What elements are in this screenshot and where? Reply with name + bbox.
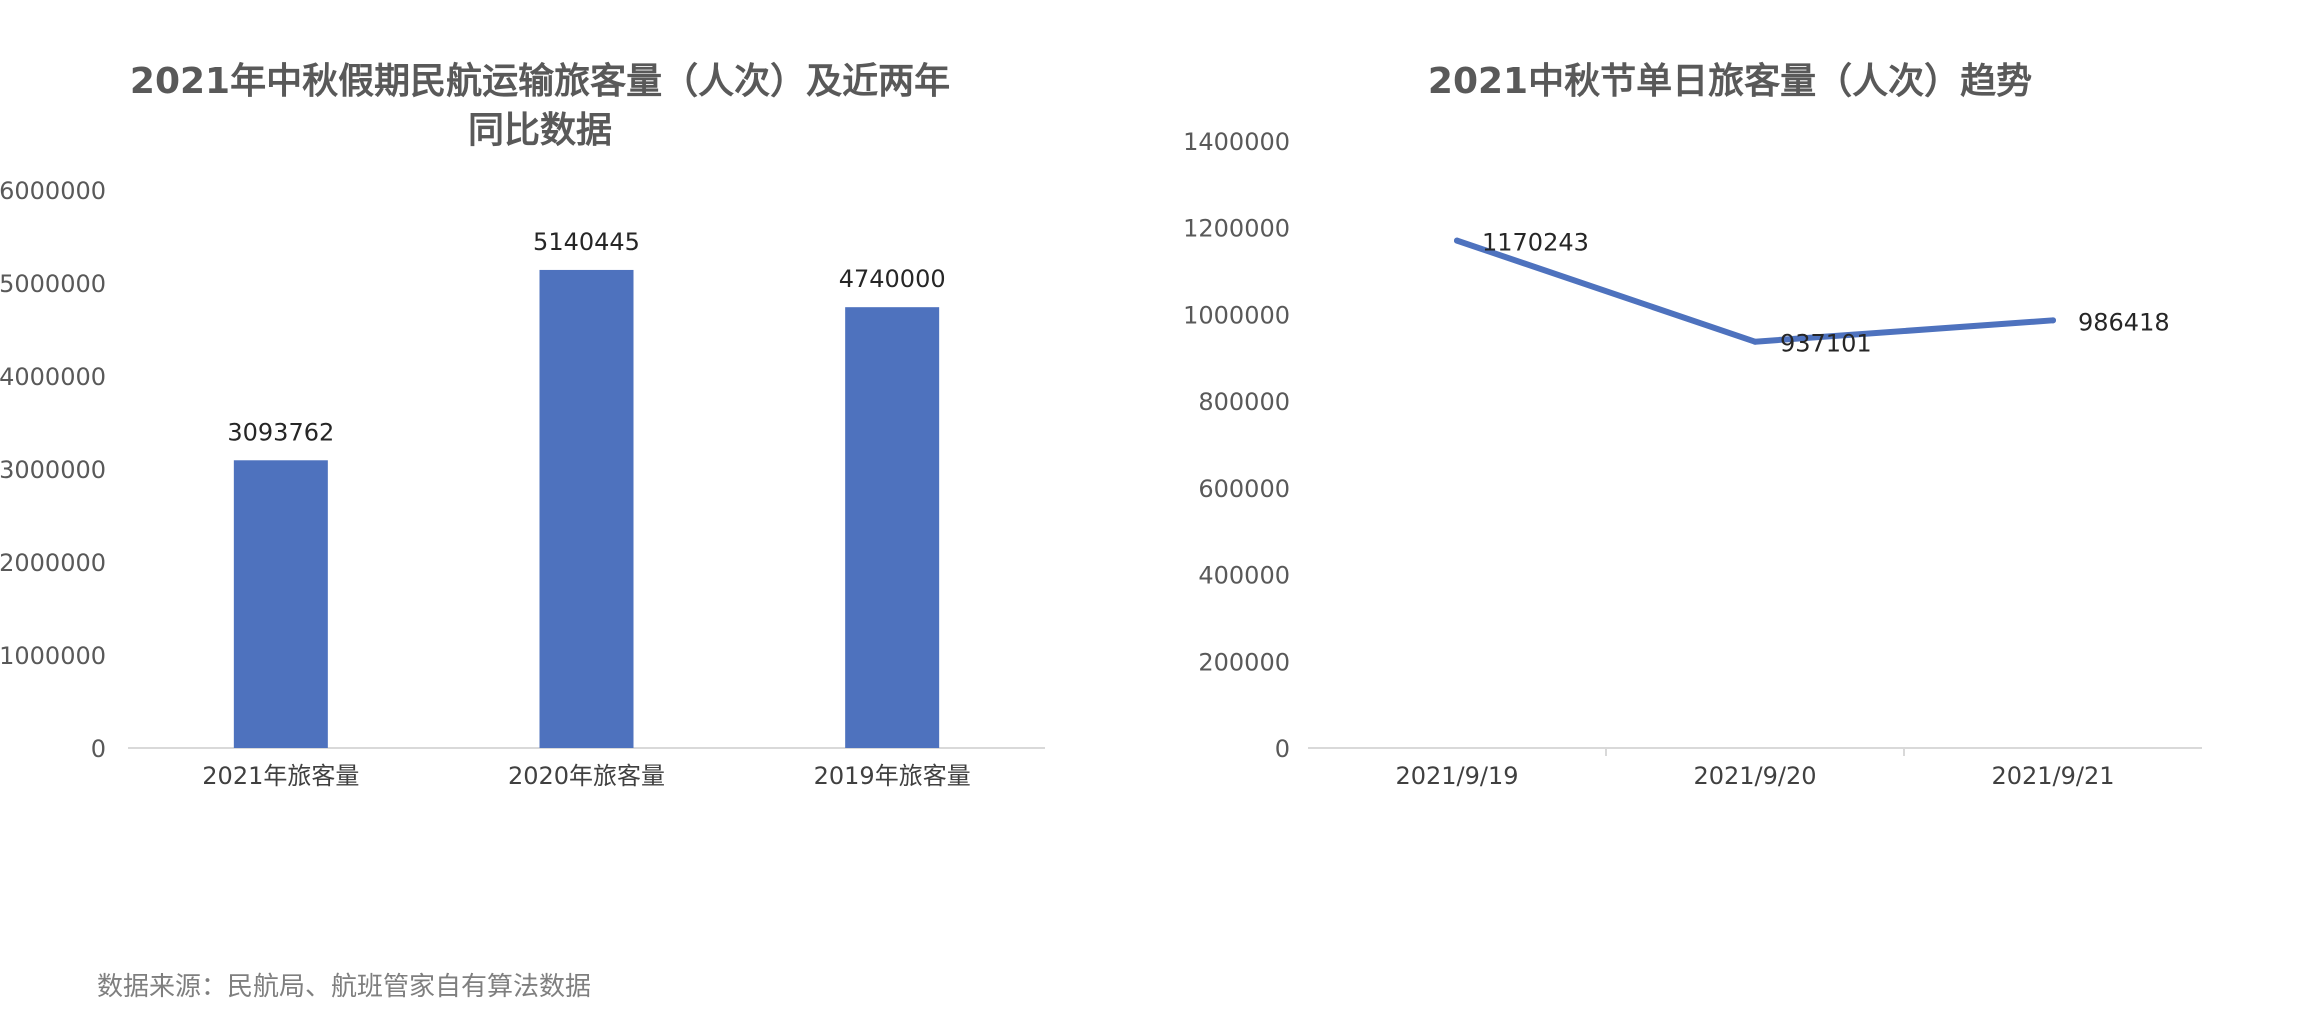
line-y-tick-label: 400000 <box>1198 562 1290 590</box>
line-data-label: 986418 <box>2078 308 2170 336</box>
line-y-tick-label: 1000000 <box>1183 301 1290 329</box>
line-point <box>2050 317 2056 324</box>
bar-chart-title: 2021年中秋假期民航运输旅客量（人次）及近两年 同比数据 <box>100 57 980 155</box>
bar-data-label: 4740000 <box>839 265 946 293</box>
line-point <box>1454 237 1460 244</box>
bar-chart-title-line-1: 2021年中秋假期民航运输旅客量（人次）及近两年 <box>129 61 951 102</box>
line-y-tick-label: 600000 <box>1198 475 1290 503</box>
line-chart: 0 200000 400000 600000 800000 1000000 1200000 1… <box>1183 128 2202 790</box>
line-y-tick-label: 1400000 <box>1183 128 1290 156</box>
bar-y-tick-label: 6000000 <box>0 177 106 205</box>
bar-y-tick-label: 5000000 <box>0 270 106 298</box>
bar-data-label: 3093762 <box>227 418 334 446</box>
line-chart-title: 2021中秋节单日旅客量（人次）趋势 <box>1427 61 2033 102</box>
line-y-tick-label: 800000 <box>1198 388 1290 416</box>
line-y-tick-label: 200000 <box>1198 648 1290 676</box>
line-data-label: 1170243 <box>1482 229 1589 257</box>
bar-y-tick-label: 3000000 <box>0 456 106 484</box>
bar-y-tick-label: 2000000 <box>0 549 106 577</box>
bar-chart: 0 1000000 2000000 3000000 4000000 5000000 6000… <box>0 177 1045 790</box>
bar-y-tick-label: 1000000 <box>0 642 106 670</box>
bar <box>845 307 940 748</box>
line-x-tick-label: 2021/9/20 <box>1693 762 1816 790</box>
line-y-tick-label: 1200000 <box>1183 215 1290 243</box>
line-x-tick-label: 2021/9/21 <box>1991 762 2114 790</box>
bar-data-label: 5140445 <box>533 228 640 256</box>
line-point <box>1752 338 1758 345</box>
line-data-label: 937101 <box>1780 330 1872 358</box>
bar-x-tick-label: 2019年旅客量 <box>814 762 971 790</box>
line-x-tick-label: 2021/9/19 <box>1395 762 1518 790</box>
data-source-note: 数据来源：民航局、航班管家自有算法数据 <box>97 972 592 1002</box>
bar-x-tick-label: 2021年旅客量 <box>202 762 359 790</box>
bar-y-tick-label: 0 <box>91 735 106 763</box>
line-y-tick-label: 0 <box>1275 735 1290 763</box>
bar <box>539 269 634 748</box>
bar-x-tick-label: 2020年旅客量 <box>508 762 665 790</box>
bar-y-tick-label: 4000000 <box>0 363 106 391</box>
bar-chart-title-line-2: 同比数据 <box>467 110 612 151</box>
bar <box>233 460 328 748</box>
